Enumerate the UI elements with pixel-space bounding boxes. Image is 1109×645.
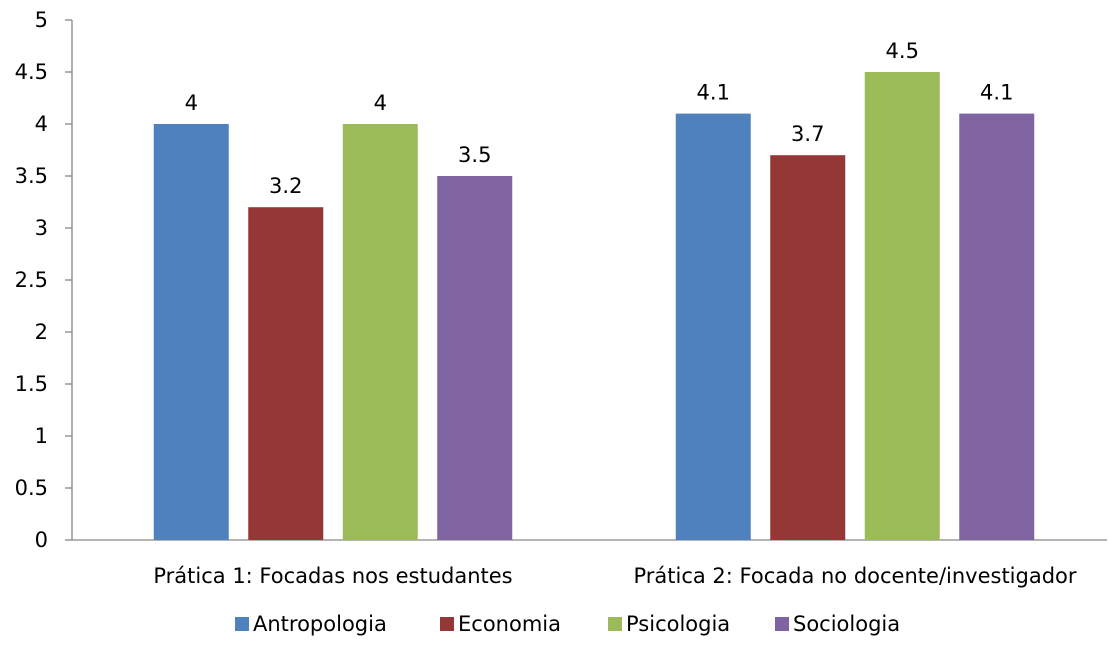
- legend-swatch: [608, 617, 622, 631]
- legend-label: Sociologia: [793, 612, 900, 636]
- data-label: 3.2: [269, 174, 302, 198]
- data-label: 4.1: [697, 81, 730, 105]
- legend-swatch: [235, 617, 249, 631]
- bar-sociologia-1: [437, 176, 513, 540]
- data-labels: 4 4.1 3.2 3.7 4 4.5 3.5 4.1: [185, 39, 1014, 198]
- y-tick-label: 4: [35, 112, 48, 136]
- bar-psicologia-1: [342, 124, 418, 540]
- y-tick-label: 0.5: [15, 476, 48, 500]
- legend-label: Economia: [458, 612, 561, 636]
- legend-item-economia: Economia: [440, 612, 561, 636]
- y-tick-label: 2: [35, 320, 48, 344]
- bar-psicologia-2: [864, 72, 940, 540]
- y-tick-label: 1: [35, 424, 48, 448]
- x-category-label: Prática 1: Focadas nos estudantes: [153, 564, 512, 588]
- x-category-label: Prática 2: Focada no docente/investigado…: [633, 564, 1076, 588]
- y-tick-label: 4.5: [15, 60, 48, 84]
- x-axis: Prática 1: Focadas nos estudantes Prática…: [72, 539, 1107, 588]
- bar-sociologia-2: [959, 113, 1035, 540]
- bar-economia-2: [770, 155, 846, 540]
- legend-label: Antropologia: [253, 612, 387, 636]
- legend-swatch: [775, 617, 789, 631]
- data-label: 4: [374, 91, 387, 115]
- data-label: 4.5: [886, 39, 919, 63]
- bar-economia-1: [248, 207, 324, 540]
- y-tick-label: 3.5: [15, 164, 48, 188]
- bars: [153, 72, 1035, 540]
- y-tick-label: 2.5: [15, 268, 48, 292]
- bar-antropologia-2: [675, 113, 751, 540]
- data-label: 3.7: [791, 122, 824, 146]
- data-label: 4: [185, 91, 198, 115]
- data-label: 4.1: [980, 81, 1013, 105]
- y-axis: 0 0.5 1 1.5 2 2.5 3 3.5 4 4.5 5: [15, 8, 73, 552]
- legend-swatch: [440, 617, 454, 631]
- legend-item-psicologia: Psicologia: [608, 612, 730, 636]
- bar-antropologia-1: [153, 124, 229, 540]
- legend-label: Psicologia: [626, 612, 730, 636]
- y-tick-label: 0: [35, 528, 48, 552]
- data-label: 3.5: [458, 143, 491, 167]
- legend-item-antropologia: Antropologia: [235, 612, 387, 636]
- y-tick-label: 5: [35, 8, 48, 32]
- y-tick-label: 1.5: [15, 372, 48, 396]
- legend: Antropologia Economia Psicologia Sociologia: [235, 612, 900, 636]
- y-tick-label: 3: [35, 216, 48, 240]
- legend-item-sociologia: Sociologia: [775, 612, 900, 636]
